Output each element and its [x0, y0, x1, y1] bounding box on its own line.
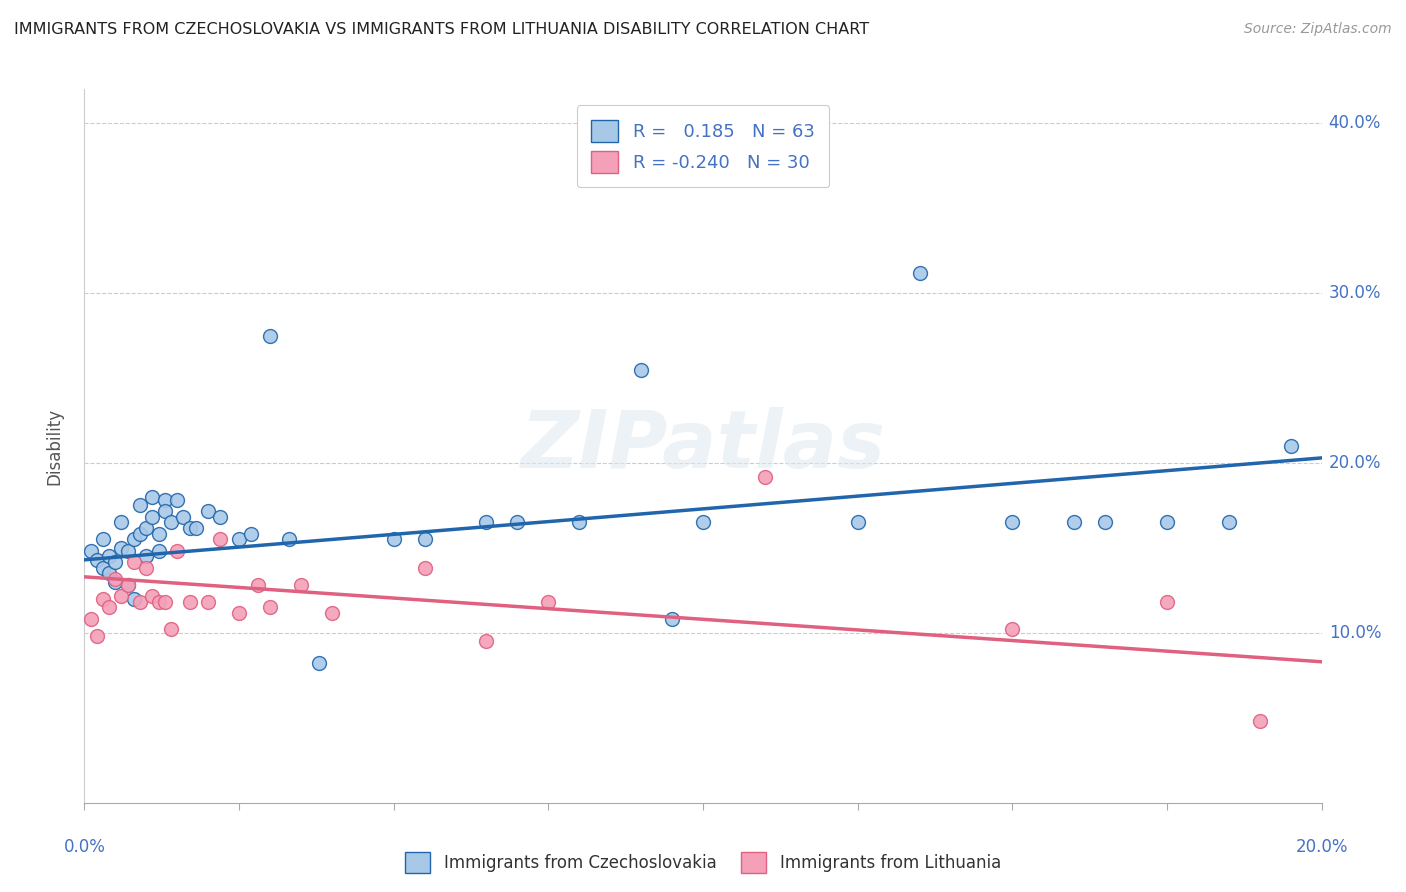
Point	[179, 595, 201, 609]
Point	[785, 125, 807, 139]
Y-axis label: Disability: Disability	[45, 408, 63, 484]
Point	[104, 574, 127, 589]
Point	[98, 600, 121, 615]
Point	[1001, 516, 1024, 530]
Point	[846, 516, 869, 530]
Point	[413, 533, 436, 547]
Point	[117, 544, 139, 558]
Point	[197, 595, 219, 609]
Text: ZIPatlas: ZIPatlas	[520, 407, 886, 485]
Point	[129, 499, 152, 513]
Point	[240, 527, 263, 541]
Point	[506, 516, 529, 530]
Point	[259, 328, 281, 343]
Point	[568, 516, 591, 530]
Point	[86, 629, 108, 643]
Point	[122, 555, 145, 569]
Point	[179, 520, 201, 534]
Point	[110, 516, 132, 530]
Point	[630, 362, 652, 376]
Point	[160, 516, 183, 530]
Point	[172, 510, 194, 524]
Text: 0.0%: 0.0%	[63, 838, 105, 856]
Point	[228, 533, 250, 547]
Point	[79, 544, 101, 558]
Point	[91, 533, 114, 547]
Point	[129, 595, 152, 609]
Point	[166, 493, 188, 508]
Point	[148, 595, 170, 609]
Text: IMMIGRANTS FROM CZECHOSLOVAKIA VS IMMIGRANTS FROM LITHUANIA DISABILITY CORRELATI: IMMIGRANTS FROM CZECHOSLOVAKIA VS IMMIGR…	[14, 22, 869, 37]
Point	[135, 520, 157, 534]
Text: 20.0%: 20.0%	[1329, 454, 1381, 472]
Point	[153, 595, 176, 609]
Point	[1279, 439, 1302, 453]
Point	[197, 503, 219, 517]
Point	[1063, 516, 1085, 530]
Point	[160, 623, 183, 637]
Point	[1094, 516, 1116, 530]
Point	[475, 634, 498, 648]
Point	[129, 527, 152, 541]
Point	[98, 566, 121, 581]
Point	[184, 520, 207, 534]
Point	[290, 578, 312, 592]
Point	[246, 578, 269, 592]
Point	[135, 561, 157, 575]
Point	[104, 555, 127, 569]
Point	[153, 503, 176, 517]
Point	[141, 510, 163, 524]
Point	[692, 516, 714, 530]
Point	[754, 469, 776, 483]
Point	[86, 553, 108, 567]
Point	[148, 527, 170, 541]
Point	[1156, 595, 1178, 609]
Point	[277, 533, 299, 547]
Point	[382, 533, 405, 547]
Point	[259, 600, 281, 615]
Point	[110, 541, 132, 555]
Legend: R =   0.185   N = 63, R = -0.240   N = 30: R = 0.185 N = 63, R = -0.240 N = 30	[576, 105, 830, 187]
Point	[79, 612, 101, 626]
Text: Source: ZipAtlas.com: Source: ZipAtlas.com	[1244, 22, 1392, 37]
Point	[117, 578, 139, 592]
Point	[413, 561, 436, 575]
Point	[321, 606, 343, 620]
Point	[475, 516, 498, 530]
Point	[98, 549, 121, 564]
Point	[209, 533, 232, 547]
Point	[308, 657, 330, 671]
Point	[110, 589, 132, 603]
Point	[661, 612, 683, 626]
Point	[117, 578, 139, 592]
Point	[148, 544, 170, 558]
Point	[1218, 516, 1240, 530]
Point	[166, 544, 188, 558]
Text: 40.0%: 40.0%	[1329, 114, 1381, 132]
Point	[908, 266, 931, 280]
Legend: Immigrants from Czechoslovakia, Immigrants from Lithuania: Immigrants from Czechoslovakia, Immigran…	[398, 846, 1008, 880]
Point	[135, 549, 157, 564]
Point	[91, 591, 114, 606]
Point	[209, 510, 232, 524]
Text: 30.0%: 30.0%	[1329, 284, 1381, 302]
Point	[153, 493, 176, 508]
Text: 20.0%: 20.0%	[1295, 838, 1348, 856]
Point	[91, 561, 114, 575]
Point	[228, 606, 250, 620]
Point	[141, 589, 163, 603]
Point	[1156, 516, 1178, 530]
Point	[141, 490, 163, 504]
Point	[1249, 714, 1271, 729]
Point	[104, 572, 127, 586]
Point	[122, 591, 145, 606]
Point	[1001, 623, 1024, 637]
Text: 10.0%: 10.0%	[1329, 624, 1381, 642]
Point	[122, 533, 145, 547]
Point	[537, 595, 560, 609]
